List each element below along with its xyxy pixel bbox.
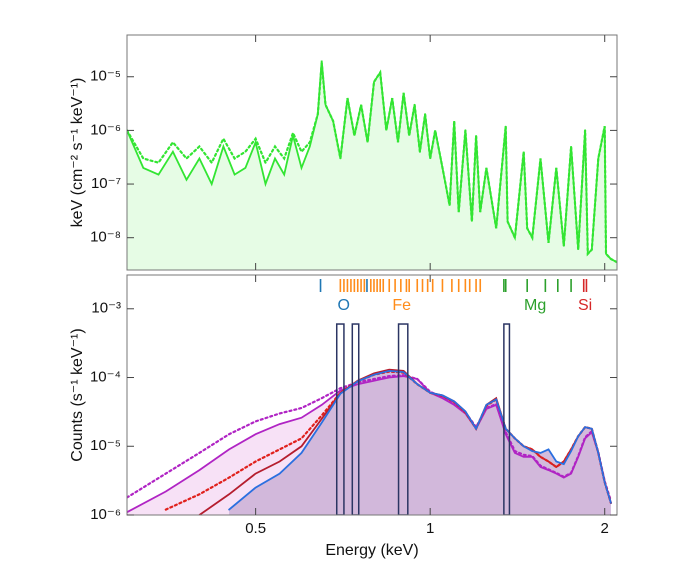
x-tick-label: 1 [426, 520, 434, 537]
response-box [503, 323, 511, 515]
ion-label: Fe [392, 297, 411, 314]
area [127, 60, 617, 270]
y-axis-label: Counts (s⁻¹ keV⁻¹) [69, 328, 86, 461]
x-axis-label: Energy (keV) [325, 542, 418, 559]
response-box [351, 323, 360, 515]
plot-area [127, 323, 612, 515]
y-tick-label: 10⁻⁵ [90, 437, 121, 454]
y-axis-label: keV (cm⁻² s⁻¹ keV⁻¹) [69, 78, 86, 228]
response-box [335, 323, 345, 515]
axes-frame [126, 274, 618, 516]
x-tick-label: 0.5 [245, 520, 266, 537]
y-tick-label: 10⁻⁸ [90, 229, 121, 246]
response-box [397, 323, 409, 515]
line [228, 369, 612, 511]
ion-label: O [338, 297, 350, 314]
x-tick-label: 2 [601, 520, 609, 537]
y-tick-label: 10⁻⁷ [91, 175, 121, 192]
y-tick-label: 10⁻⁶ [90, 506, 121, 523]
y-tick-label: 10⁻³ [91, 300, 121, 317]
plot-area [127, 60, 617, 270]
line [127, 60, 617, 264]
y-tick-label: 10⁻⁶ [90, 121, 121, 138]
area [229, 370, 611, 515]
y-tick-label: 10⁻⁴ [90, 368, 121, 385]
axes-frame [126, 34, 618, 271]
y-tick-label: 10⁻⁵ [90, 68, 121, 85]
line [127, 63, 617, 264]
ion-label: Mg [524, 297, 546, 314]
ion-label: Si [578, 297, 592, 314]
